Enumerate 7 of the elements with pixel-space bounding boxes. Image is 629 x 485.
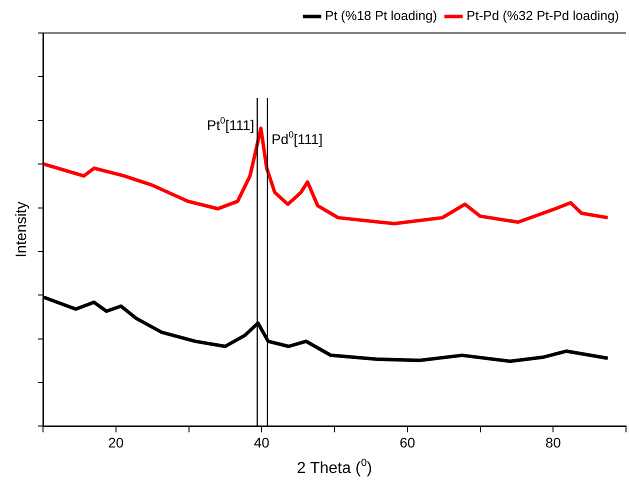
y-axis-title: Intensity xyxy=(13,201,30,258)
x-tick-label: 60 xyxy=(400,434,416,450)
legend-label: Pt (%18 Pt loading) xyxy=(325,8,438,24)
x-tick-label: 40 xyxy=(254,434,270,450)
legend-label: Pt-Pd (%32 Pt-Pd loading) xyxy=(466,8,620,24)
x-tick-label: 80 xyxy=(545,434,562,450)
x-tick-label: 20 xyxy=(108,434,124,450)
